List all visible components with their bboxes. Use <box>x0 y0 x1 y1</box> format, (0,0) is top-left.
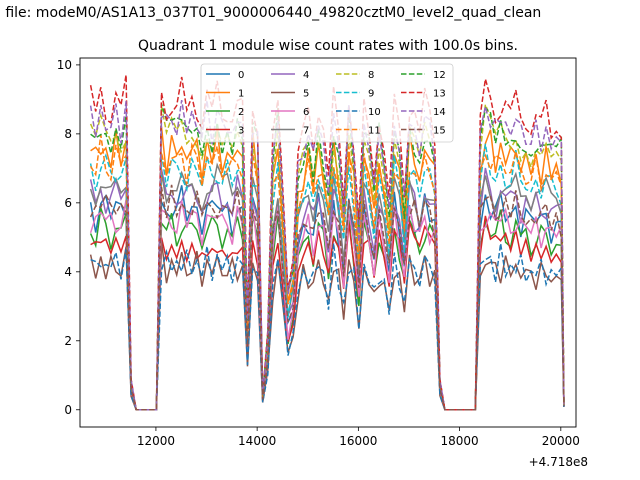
legend-box <box>200 63 454 143</box>
y-tick-label: 8 <box>64 127 72 141</box>
legend-label-1: 1 <box>238 89 244 100</box>
x-tick-label: 16000 <box>339 434 377 448</box>
legend-label-13: 13 <box>433 89 446 100</box>
y-tick-label: 2 <box>64 334 72 348</box>
series-line-15 <box>89 184 565 411</box>
y-tick-label: 4 <box>64 265 72 279</box>
legend-label-15: 15 <box>433 126 446 137</box>
y-tick-label: 6 <box>64 196 72 210</box>
legend-label-8: 8 <box>368 70 374 81</box>
legend-label-3: 3 <box>238 126 244 137</box>
chart-title: Quadrant 1 module wise count rates with … <box>138 38 518 54</box>
y-tick-label: 0 <box>64 403 72 417</box>
x-tick-label: 20000 <box>542 434 580 448</box>
legend-label-0: 0 <box>238 70 244 81</box>
legend-label-10: 10 <box>368 107 381 118</box>
series-line-11 <box>89 134 565 411</box>
series-line-12 <box>90 103 565 411</box>
x-axis: 12000 14000 16000 18000 20000 <box>137 427 580 448</box>
y-tick-label: 10 <box>57 58 72 72</box>
legend-label-6: 6 <box>303 107 309 118</box>
x-tick-label: 12000 <box>137 434 175 448</box>
figure-suptitle: n file: modeM0/AS1A13_037T01_9000006440_… <box>0 5 541 21</box>
legend-label-11: 11 <box>368 126 381 137</box>
legend-label-7: 7 <box>303 126 309 137</box>
axes-frame <box>79 57 577 428</box>
legend-label-12: 12 <box>433 70 446 81</box>
x-tick-label: 14000 <box>238 434 276 448</box>
x-tick-label: 18000 <box>440 434 478 448</box>
legend-label-14: 14 <box>433 107 446 118</box>
series-line-6 <box>89 199 565 411</box>
y-axis: 0 2 4 6 8 10 <box>57 58 80 417</box>
series-layer <box>89 74 565 411</box>
legend-label-9: 9 <box>368 89 374 100</box>
series-line-14 <box>89 99 565 411</box>
legend-label-2: 2 <box>238 107 244 118</box>
series-line-13 <box>89 74 565 411</box>
series-line-10 <box>90 243 565 411</box>
x-offset-label: +4.718e8 <box>529 455 588 469</box>
legend-label-5: 5 <box>303 89 309 100</box>
legend-label-4: 4 <box>303 70 309 81</box>
